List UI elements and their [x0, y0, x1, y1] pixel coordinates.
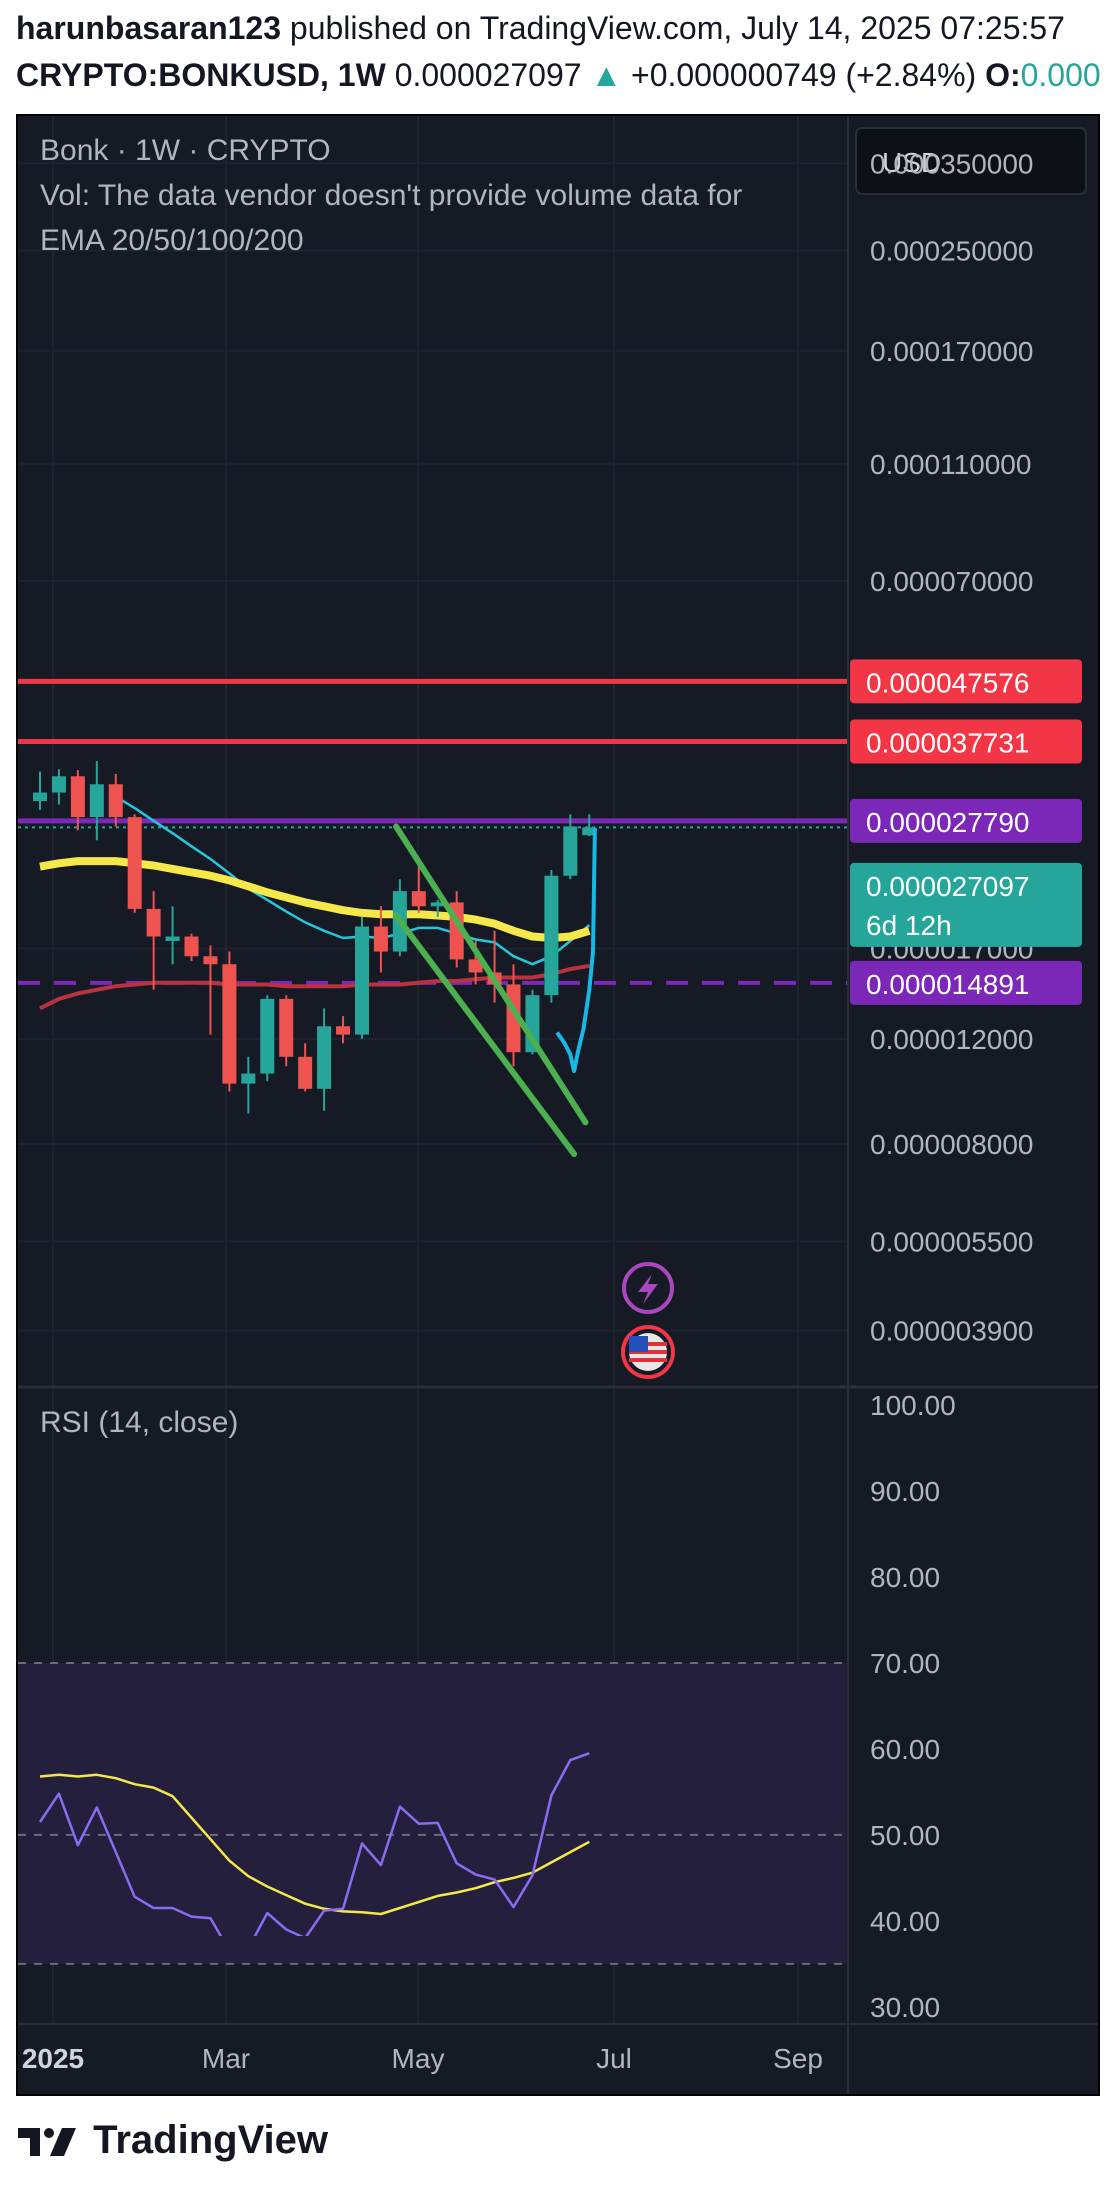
trendline — [393, 823, 589, 1126]
time-axis-label: Mar — [202, 2043, 250, 2074]
price-axis-label: 0.000170000 — [870, 336, 1034, 367]
price-axis-label: 0.000003900 — [870, 1316, 1034, 1347]
candle-body — [430, 902, 445, 907]
price-tag-bg — [850, 960, 1082, 1005]
candle-body — [146, 908, 161, 937]
rsi-title: RSI (14, close) — [40, 1406, 238, 1439]
price-tag-value: 0.000027097 — [866, 871, 1030, 902]
candle-body — [89, 784, 104, 818]
candle-body — [165, 936, 180, 941]
time-axis-label: 2025 — [22, 2043, 84, 2074]
trendline — [393, 912, 578, 1158]
rsi-axis-label: 60.00 — [870, 1734, 940, 1765]
price-tag-value: 0.000047576 — [866, 667, 1030, 698]
horizontal-levels — [18, 678, 848, 985]
rsi-lines — [38, 1752, 590, 1936]
candle-body — [184, 936, 199, 957]
candle-body — [563, 826, 578, 876]
candle-body — [33, 792, 47, 802]
last-price: 0.000027097 — [394, 57, 582, 93]
candle-body — [260, 998, 275, 1074]
price-tag-bg — [850, 798, 1082, 843]
chart-canvas[interactable]: Bonk · 1W · CRYPTO Vol: The data vendor … — [18, 116, 1098, 2094]
candle-body — [203, 956, 218, 965]
candle-body — [354, 926, 369, 1035]
candle-body — [411, 891, 426, 907]
rsi-axis-label: 40.00 — [870, 1906, 940, 1937]
candle-body — [108, 784, 123, 818]
price-axis-label: 0.000350000 — [870, 148, 1034, 179]
rsi-axis-label: 70.00 — [870, 1648, 940, 1679]
price-tag-bg — [850, 719, 1082, 764]
projection-path — [555, 828, 597, 1074]
price-tag-value: 0.000037731 — [866, 728, 1030, 759]
time-axis-label: Jul — [596, 2043, 632, 2074]
candle-body — [51, 776, 66, 793]
time-axis-label: May — [392, 2043, 445, 2074]
price-axis-label: 0.000250000 — [870, 236, 1034, 267]
candle-body — [582, 827, 597, 836]
candle-body — [468, 959, 483, 973]
published-text: published on TradingView.com, July 14, 2… — [289, 10, 1065, 46]
author-name[interactable]: harunbasaran123 — [16, 10, 282, 46]
ema-lines — [39, 795, 591, 1011]
candle-body — [70, 776, 85, 818]
rsi-ma-line — [39, 1773, 590, 1916]
time-axis-label: Sep — [773, 2043, 823, 2074]
candle-body — [544, 875, 559, 996]
price-axis[interactable]: 0.000350000 0.000250000 0.000170000 0.00011… — [870, 148, 1034, 1346]
price-axis-label: 0.000005500 — [870, 1226, 1034, 1257]
legend-volume-note: Vol: The data vendor doesn't provide vol… — [40, 179, 742, 212]
candle-body — [127, 817, 142, 909]
price-tags: 0.000047576 0.000037731 0.000027790 0.00002… — [850, 659, 1082, 1005]
rsi-axis-label: 100.00 — [870, 1390, 956, 1421]
price-axis-label: 0.000008000 — [870, 1129, 1034, 1160]
price-tag-bg — [850, 659, 1082, 704]
currency-button[interactable]: USD — [855, 127, 1087, 195]
drawings — [393, 823, 597, 1158]
lightning-event-icon[interactable] — [622, 1262, 674, 1314]
open-value: 0.000 — [1020, 57, 1101, 93]
rsi-axis-label: 90.00 — [870, 1476, 940, 1507]
rsi-axis[interactable]: 100.00 90.00 80.00 70.00 60.00 50.00 40.00 30.0… — [870, 1390, 956, 2023]
price-axis-label: 0.000110000 — [870, 449, 1031, 480]
symbol-line: CRYPTO:BONKUSD, 1W 0.000027097 ▲ +0.0000… — [16, 57, 1101, 94]
candle-body — [373, 926, 388, 952]
price-tag-value: 0.000014891 — [866, 969, 1030, 1000]
price-change: +0.000000749 (+2.84%) — [631, 57, 977, 93]
candle-body — [336, 1026, 351, 1035]
currency-label: USD — [882, 147, 941, 178]
candle-body — [298, 1056, 313, 1089]
candle-body — [241, 1073, 256, 1084]
tradingview-logo-icon — [18, 2128, 76, 2157]
price-axis-label: 0.000012000 — [870, 1024, 1034, 1055]
up-arrow-icon: ▲ — [590, 57, 623, 93]
tradingview-brand: TradingView — [93, 2118, 329, 2162]
rsi-axis-label: 80.00 — [870, 1562, 940, 1593]
rsi-band-zone — [18, 1663, 848, 1964]
symbol-name: CRYPTO:BONKUSD, 1W — [16, 57, 386, 93]
price-tag-countdown: 6d 12h — [866, 910, 952, 941]
candles — [33, 761, 597, 1114]
candle-body — [317, 1026, 332, 1089]
price-tag-bg — [850, 862, 1082, 947]
price-tag-value: 0.000027790 — [866, 807, 1030, 838]
candle-body — [279, 998, 294, 1057]
candle-body — [222, 964, 237, 1084]
rsi-axis-label: 50.00 — [870, 1820, 940, 1851]
rsi-axis-label: 30.00 — [870, 1992, 940, 2023]
tradingview-logo[interactable]: TradingView — [16, 2118, 328, 2163]
legend-indicator: EMA 20/50/100/200 — [40, 224, 304, 257]
us-flag-event-icon[interactable] — [621, 1325, 675, 1379]
ema-line — [115, 795, 591, 966]
publish-line: harunbasaran123 published on TradingView… — [16, 10, 1065, 47]
chart-frame: Bonk · 1W · CRYPTO Vol: The data vendor … — [16, 114, 1100, 2096]
open-label: O: — [985, 57, 1021, 93]
price-axis-label: 0.000070000 — [870, 566, 1034, 597]
legend-title: Bonk · 1W · CRYPTO — [40, 134, 331, 167]
rsi-line — [38, 1752, 590, 1936]
rsi-reference-lines — [18, 1662, 848, 1965]
time-axis[interactable]: 2025 Mar May Jul Sep — [22, 2043, 823, 2074]
